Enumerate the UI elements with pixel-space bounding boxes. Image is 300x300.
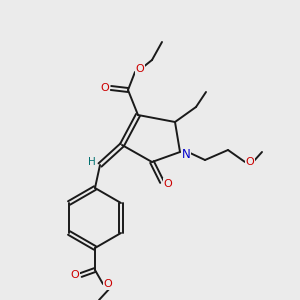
Text: H: H bbox=[88, 157, 96, 167]
Text: N: N bbox=[182, 148, 190, 160]
Text: O: O bbox=[136, 64, 144, 74]
Text: O: O bbox=[246, 157, 254, 167]
Text: O: O bbox=[103, 279, 112, 289]
Text: O: O bbox=[100, 83, 109, 93]
Text: O: O bbox=[70, 270, 80, 280]
Text: O: O bbox=[164, 179, 172, 189]
